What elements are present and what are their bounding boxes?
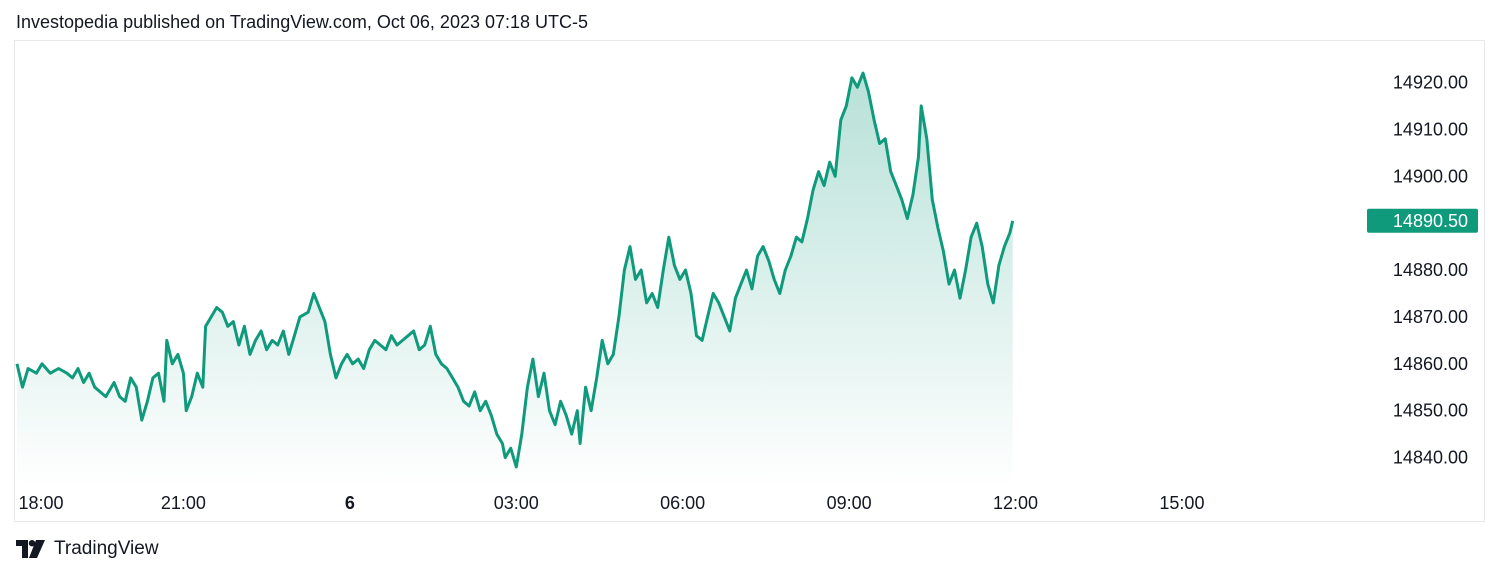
x-tick-label: 12:00 <box>993 493 1038 513</box>
price-chart[interactable]: 14840.00 14850.00 14860.00 14870.00 14880.00… <box>15 41 1486 523</box>
last-price-badge <box>1367 208 1478 233</box>
publish-info: Investopedia published on TradingView.co… <box>16 12 589 32</box>
x-axis: 18:00 21:00 6 03:00 06:00 09:00 12:00 15:00 <box>18 493 1204 513</box>
tradingview-logo-icon <box>16 540 45 558</box>
y-axis: 14840.00 14850.00 14860.00 14870.00 14880.00… <box>1393 73 1468 468</box>
last-price-label: 14890.50 <box>1393 211 1468 231</box>
y-tick-label: 14910.00 <box>1393 119 1468 139</box>
x-tick-label: 09:00 <box>827 493 872 513</box>
price-line[interactable] <box>15 71 1015 469</box>
x-tick-label: 15:00 <box>1159 493 1204 513</box>
x-tick-label: 21:00 <box>161 493 206 513</box>
y-tick-label: 14870.00 <box>1393 307 1468 327</box>
brand-name: TradingView <box>54 538 159 559</box>
x-tick-label: 03:00 <box>494 493 539 513</box>
y-tick-label: 14840.00 <box>1393 448 1468 468</box>
y-tick-label: 14900.00 <box>1393 166 1468 186</box>
y-tick-label: 14850.00 <box>1393 401 1468 421</box>
price-area-fill <box>17 73 1013 487</box>
tradingview-branding[interactable]: TradingView <box>16 538 159 560</box>
x-tick-label: 18:00 <box>18 493 63 513</box>
y-tick-label: 14920.00 <box>1393 73 1468 93</box>
y-tick-label: 14880.00 <box>1393 260 1468 280</box>
x-tick-label: 06:00 <box>660 493 705 513</box>
x-tick-label: 6 <box>345 493 355 513</box>
y-tick-label: 14860.00 <box>1393 354 1468 374</box>
chart-frame: 14840.00 14850.00 14860.00 14870.00 14880.00… <box>14 40 1485 522</box>
